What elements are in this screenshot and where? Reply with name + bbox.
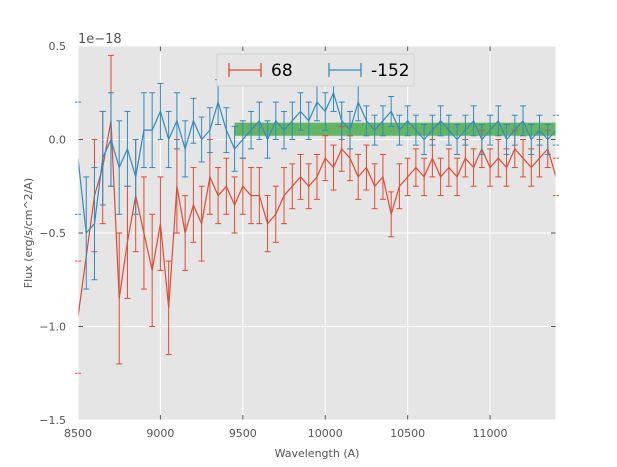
x-tick-label: 11000 — [473, 427, 508, 440]
tick-layer: 8500 9000 9500 10000 10500 11000 −1.5 −1.0 −0.5 0… — [39, 40, 557, 440]
y-tick-label: 0.5 — [49, 40, 67, 53]
x-tick-label: 9500 — [229, 427, 257, 440]
legend-entry-minus152: -152 — [328, 61, 410, 81]
series-line — [77, 120, 557, 318]
x-axis-label: Wavelength (A) — [275, 447, 360, 460]
series-layer — [75, 54, 559, 374]
legend: 68 -152 — [216, 53, 415, 87]
y-tick-label: −1.5 — [39, 414, 66, 427]
x-tick-label: 9000 — [146, 427, 174, 440]
plot-border — [77, 45, 557, 421]
y-tick-label: 0.0 — [49, 134, 67, 147]
y-axis-label: Flux (erg/s/cm^2/A) — [22, 178, 35, 288]
x-tick-label: 10000 — [308, 427, 343, 440]
y-offset-label: 1e−18 — [78, 32, 122, 47]
legend-label-minus152: -152 — [371, 61, 410, 81]
legend-label-68: 68 — [271, 61, 293, 81]
series-line — [77, 91, 557, 235]
y-tick-label: −1.0 — [39, 321, 66, 334]
x-tick-label: 10500 — [390, 427, 425, 440]
legend-entry-68: 68 — [228, 61, 293, 81]
y-tick-label: −0.5 — [39, 227, 66, 240]
x-tick-label: 8500 — [64, 427, 92, 440]
